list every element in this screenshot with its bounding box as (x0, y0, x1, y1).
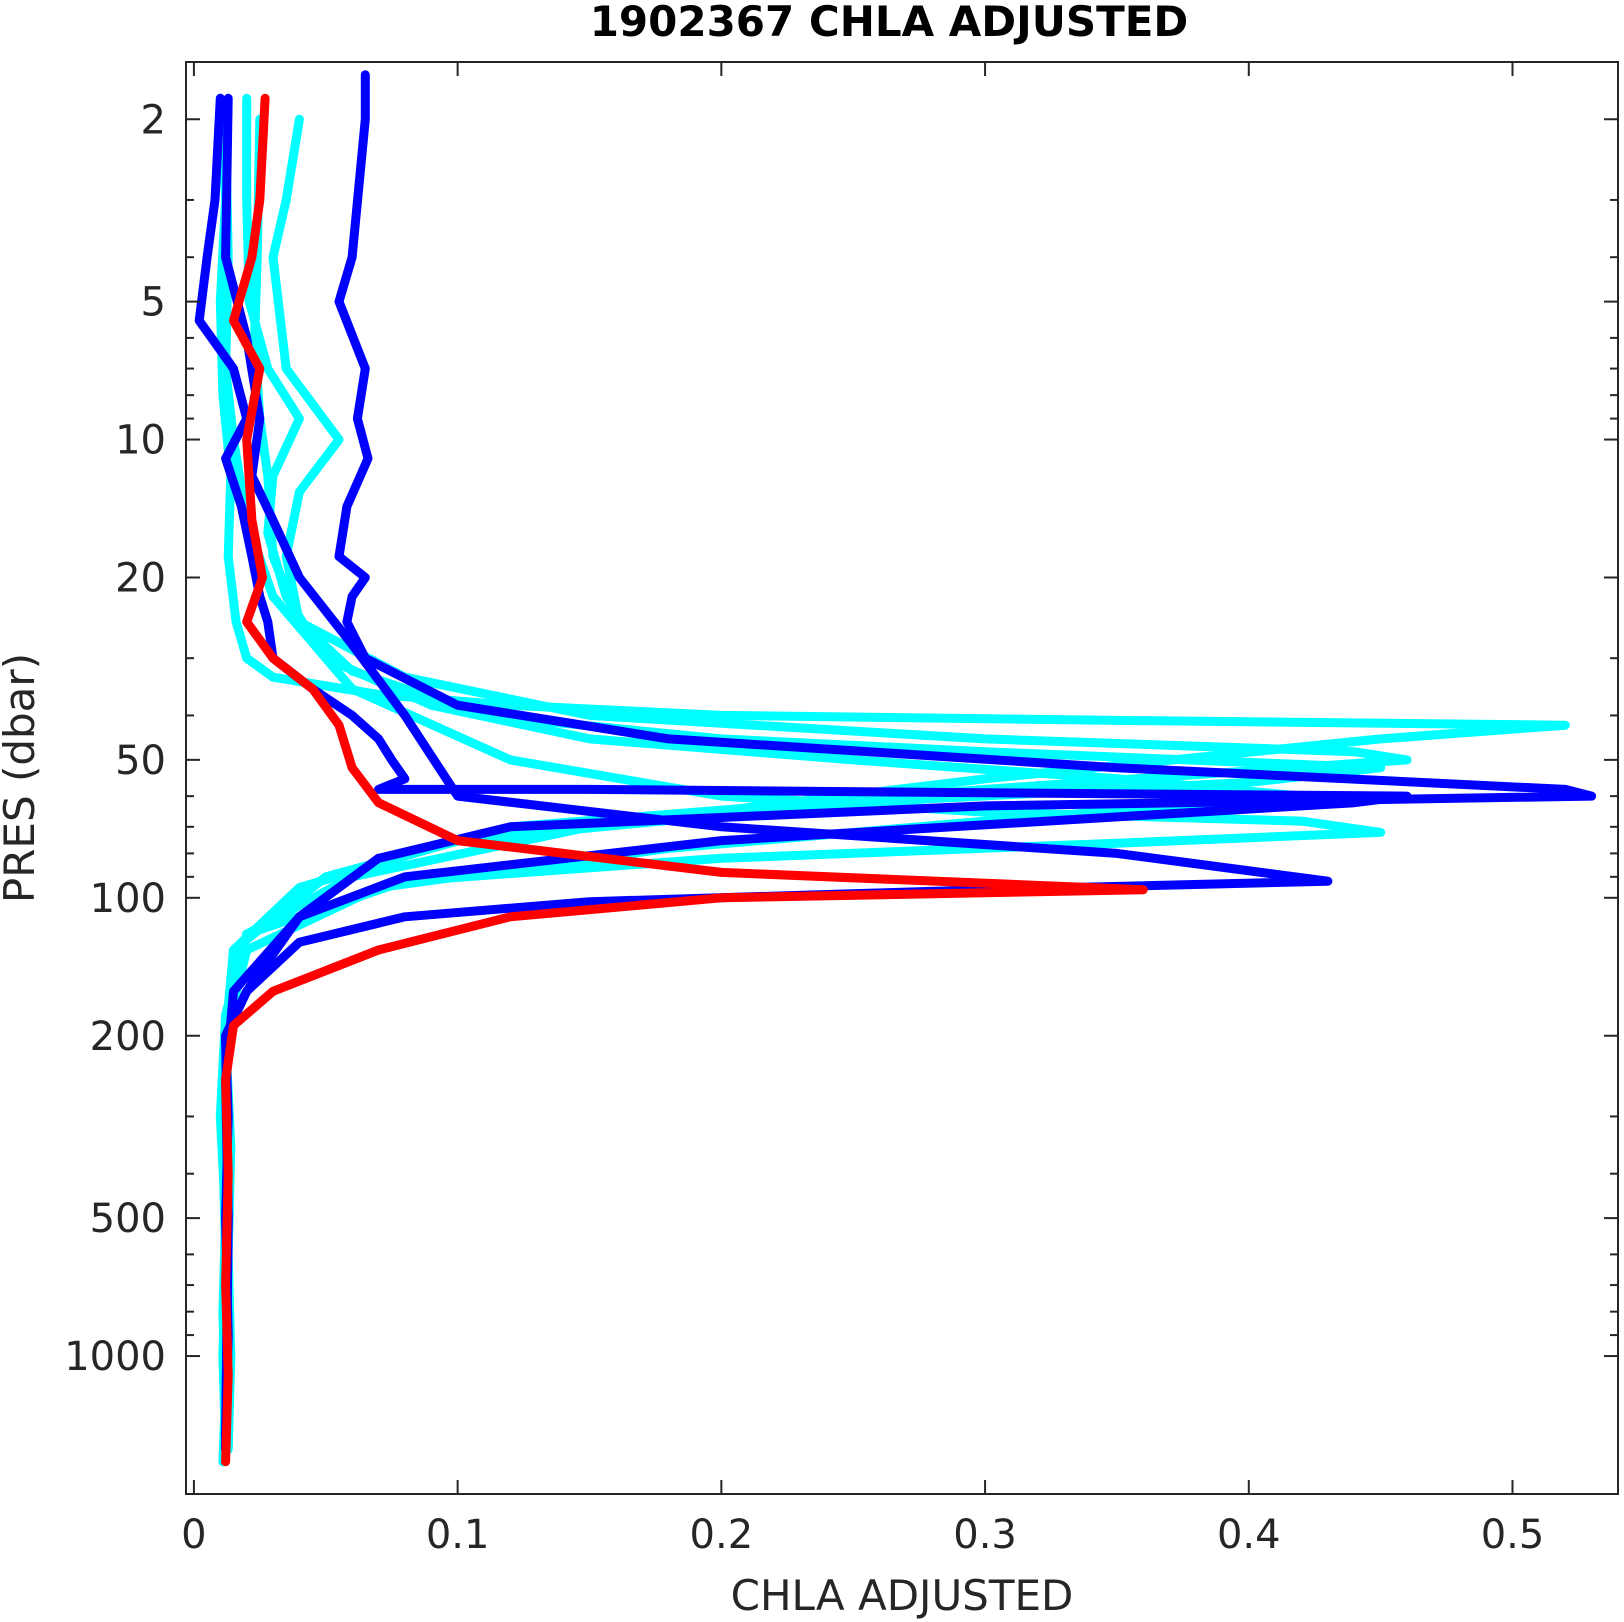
y-tick-label: 200 (90, 1014, 166, 1060)
x-axis-label: CHLA ADJUSTED (731, 1571, 1074, 1620)
profile-line-3 (218, 93, 1306, 1455)
x-tick-label: 0 (181, 1512, 206, 1558)
y-tick-label: 100 (90, 876, 166, 922)
x-tick-label: 0.3 (953, 1512, 1017, 1558)
ticks-layer: 0 0.1 0.2 0.3 0.4 0.5 2 5 10 20 50 100 200 500 1000 (64, 62, 1618, 1558)
y-tick-label: 1000 (64, 1334, 166, 1380)
y-tick-label: 500 (90, 1196, 166, 1242)
y-tick-label: 2 (141, 97, 166, 143)
x-tick-label: 0.2 (690, 1512, 754, 1558)
x-tick-label: 0.4 (1217, 1512, 1281, 1558)
y-tick-label: 5 (141, 280, 166, 326)
x-tick-label: 0.1 (426, 1512, 490, 1558)
profile-line-8 (221, 93, 1333, 1455)
y-tick-label: 20 (115, 556, 166, 602)
x-tick-label: 0.5 (1481, 1512, 1545, 1558)
y-tick-label: 10 (115, 418, 166, 464)
series-layer (194, 70, 1597, 1467)
profile-line-7 (194, 93, 1412, 1442)
y-tick-label: 50 (115, 738, 166, 784)
profile-line-9 (221, 93, 1148, 1467)
plot-frame (185, 61, 1619, 1495)
y-axis-label: PRES (dbar) (0, 653, 44, 903)
chart-title: 1902367 CHLA ADJUSTED (590, 0, 1189, 46)
